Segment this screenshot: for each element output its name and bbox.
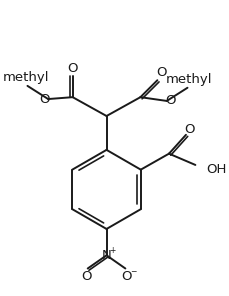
Text: −: − bbox=[129, 267, 136, 276]
Text: O: O bbox=[120, 271, 131, 284]
Text: O: O bbox=[39, 93, 49, 106]
Text: OH: OH bbox=[206, 163, 226, 176]
Text: O: O bbox=[184, 123, 194, 136]
Text: methyl: methyl bbox=[165, 73, 212, 86]
Text: O: O bbox=[165, 94, 175, 107]
Text: methyl: methyl bbox=[2, 71, 49, 84]
Text: O: O bbox=[155, 66, 166, 79]
Text: O: O bbox=[67, 62, 78, 75]
Text: O: O bbox=[81, 271, 92, 284]
Text: +: + bbox=[109, 246, 115, 255]
Text: N: N bbox=[101, 249, 111, 262]
